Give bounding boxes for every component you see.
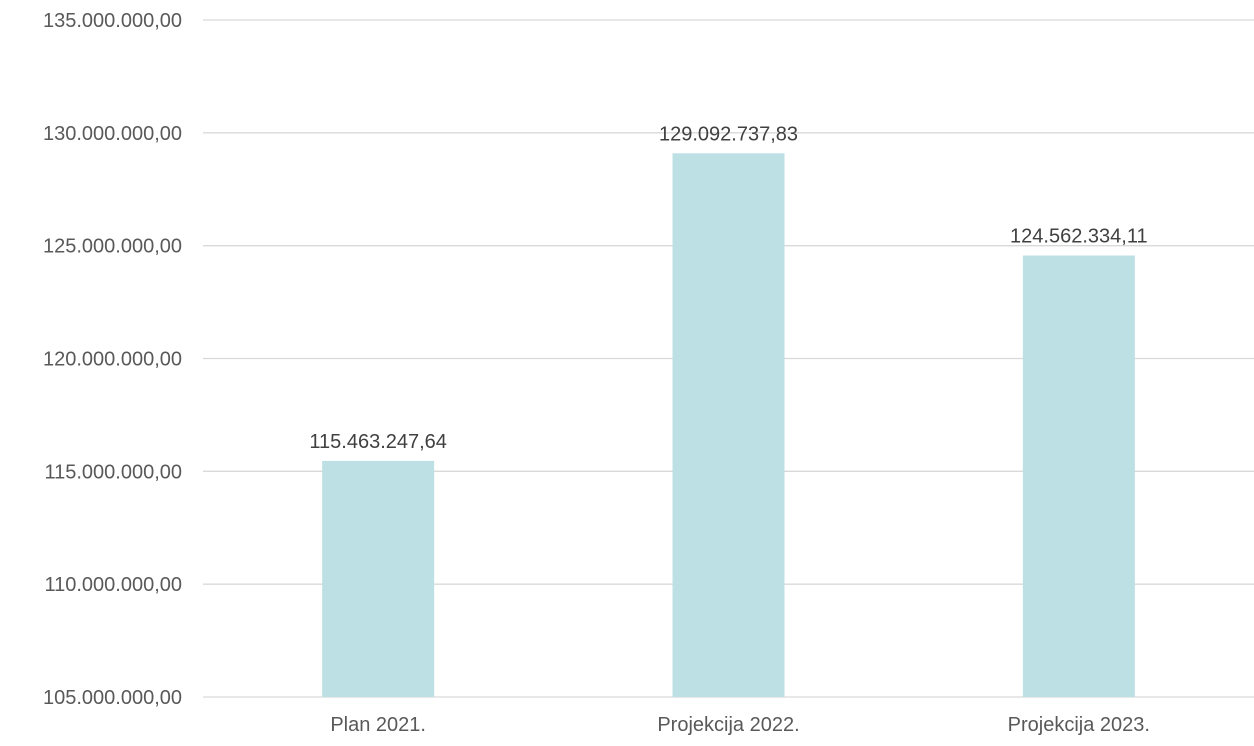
- data-label: 124.562.334,11: [1010, 226, 1148, 248]
- x-category-label: Plan 2021.: [330, 714, 426, 736]
- x-category-label: Projekcija 2022.: [657, 714, 799, 736]
- bar: [322, 460, 435, 697]
- y-tick-label: 130.000.000,00: [43, 123, 182, 145]
- data-label: 129.092.737,83: [659, 123, 798, 145]
- x-axis-category-labels: Plan 2021. Projekcija 2022. Projekcija 202…: [330, 714, 1150, 736]
- y-tick-label: 125.000.000,00: [43, 236, 182, 258]
- x-category-label: Projekcija 2023.: [1008, 714, 1150, 736]
- y-tick-label: 120.000.000,00: [43, 349, 182, 371]
- data-label: 115.463.247,64: [309, 431, 447, 453]
- bar: [672, 153, 785, 697]
- bars: [322, 153, 1135, 697]
- y-tick-label: 110.000.000,00: [44, 574, 182, 596]
- y-tick-label: 135.000.000,00: [43, 10, 182, 32]
- y-tick-label: 115.000.000,00: [44, 461, 182, 483]
- bar: [1022, 255, 1135, 697]
- y-tick-label: 105.000.000,00: [43, 687, 182, 709]
- data-labels: 115.463.247,64 129.092.737,83 124.562.334,…: [309, 123, 1147, 453]
- y-axis-tick-labels: 105.000.000,00 110.000.000,00 115.000.000,…: [43, 10, 182, 709]
